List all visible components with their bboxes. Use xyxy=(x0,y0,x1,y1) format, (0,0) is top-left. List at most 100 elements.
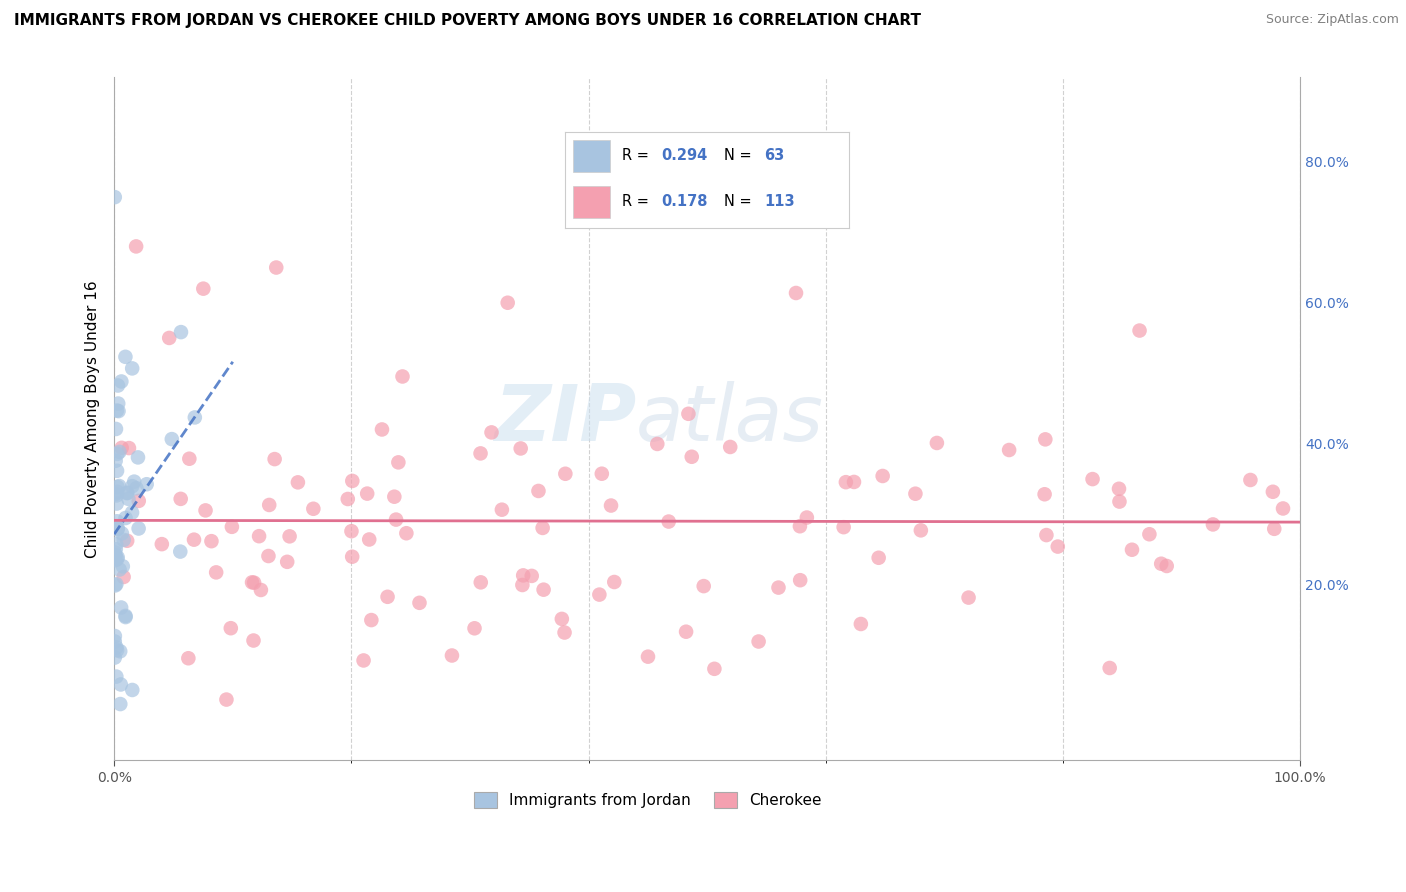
Point xyxy=(1156,559,1178,574)
Point xyxy=(531,521,554,535)
Point xyxy=(205,566,228,580)
Point xyxy=(160,432,183,446)
Point xyxy=(440,648,463,663)
Point xyxy=(108,562,131,576)
Point xyxy=(150,537,173,551)
Point xyxy=(105,447,128,461)
Point xyxy=(588,588,610,602)
Point xyxy=(382,490,405,504)
Point xyxy=(105,497,128,511)
Point xyxy=(107,396,129,410)
Point xyxy=(257,549,280,563)
Point xyxy=(1108,482,1130,496)
Point xyxy=(170,325,193,339)
Point xyxy=(105,577,128,591)
Point xyxy=(1108,494,1130,508)
Point xyxy=(637,649,659,664)
Point xyxy=(849,617,872,632)
Point xyxy=(243,575,266,590)
Point xyxy=(104,487,127,501)
Point xyxy=(1150,557,1173,571)
Point xyxy=(107,550,129,565)
Point xyxy=(342,474,364,488)
Point xyxy=(287,475,309,490)
Point xyxy=(200,534,222,549)
Point xyxy=(128,494,150,508)
Point xyxy=(112,570,135,584)
Point xyxy=(910,524,932,538)
Point xyxy=(104,542,127,557)
Point xyxy=(789,573,811,587)
Point xyxy=(336,491,359,506)
Point xyxy=(170,491,193,506)
Point xyxy=(105,464,128,478)
Point xyxy=(112,533,135,547)
Point xyxy=(121,479,143,493)
Point xyxy=(842,475,865,489)
Point xyxy=(115,486,138,500)
Point xyxy=(104,190,127,204)
Point xyxy=(796,510,818,524)
Point xyxy=(128,521,150,535)
Point xyxy=(105,488,128,502)
Point xyxy=(121,361,143,376)
Point xyxy=(463,621,485,635)
Point xyxy=(491,502,513,516)
Point xyxy=(340,524,363,539)
Point xyxy=(114,608,136,623)
Point xyxy=(868,550,890,565)
Point xyxy=(377,590,399,604)
Point xyxy=(183,533,205,547)
Point xyxy=(353,653,375,667)
Point xyxy=(105,552,128,566)
Point xyxy=(221,520,243,534)
Point xyxy=(872,469,894,483)
Point xyxy=(104,553,127,567)
Point xyxy=(509,442,531,456)
Point xyxy=(219,621,242,635)
Point xyxy=(600,499,623,513)
Point xyxy=(1137,527,1160,541)
Point xyxy=(157,331,180,345)
Point xyxy=(512,578,534,592)
Point xyxy=(104,650,127,665)
Point xyxy=(105,669,128,683)
Point xyxy=(957,591,980,605)
Point xyxy=(718,440,741,454)
Point xyxy=(512,568,534,582)
Point xyxy=(111,441,134,455)
Point xyxy=(122,475,145,489)
Point xyxy=(1098,661,1121,675)
Point xyxy=(117,485,139,500)
Point xyxy=(340,549,363,564)
Point xyxy=(789,519,811,533)
Point xyxy=(276,555,298,569)
Point xyxy=(835,475,858,490)
Point xyxy=(125,239,148,253)
Point xyxy=(105,640,128,655)
Point xyxy=(387,455,409,469)
Point xyxy=(1202,517,1225,532)
Point xyxy=(105,537,128,551)
Point xyxy=(591,467,613,481)
Point xyxy=(832,520,855,534)
Point xyxy=(107,522,129,536)
Point xyxy=(554,467,576,481)
Point xyxy=(107,378,129,392)
Point xyxy=(107,521,129,535)
Point xyxy=(998,442,1021,457)
Text: atlas: atlas xyxy=(636,381,824,457)
Point xyxy=(111,526,134,541)
Point xyxy=(554,625,576,640)
Point xyxy=(904,486,927,500)
Point xyxy=(105,514,128,528)
Point xyxy=(408,596,430,610)
Point xyxy=(678,407,700,421)
Point xyxy=(104,578,127,592)
Point xyxy=(117,491,139,506)
Point xyxy=(551,612,574,626)
Point xyxy=(114,610,136,624)
Point xyxy=(114,350,136,364)
Point xyxy=(360,613,382,627)
Point xyxy=(193,282,215,296)
